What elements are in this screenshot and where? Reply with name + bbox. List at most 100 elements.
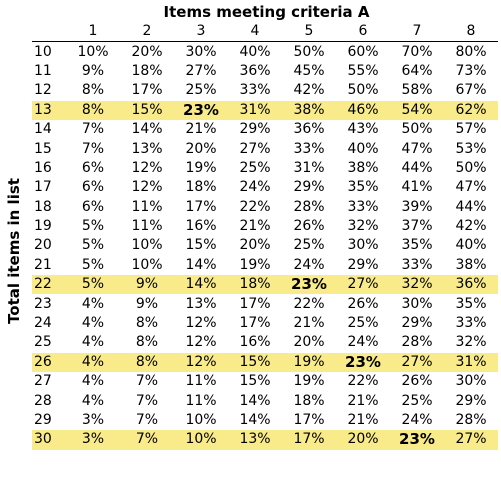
table-cell: 15% — [185, 237, 217, 254]
row-header: 24 — [34, 315, 52, 332]
column-header: 1 — [66, 22, 120, 43]
table-cell: 39% — [401, 198, 433, 215]
table-cell: 27% — [390, 352, 444, 373]
table-cell: 30% — [455, 373, 487, 390]
table-cell: 38% — [347, 159, 379, 176]
table-cell: 21% — [185, 121, 217, 138]
table-cell: 32% — [455, 334, 487, 351]
column-header: 7 — [390, 22, 444, 43]
table-cell: 31% — [228, 100, 282, 120]
table-cell: 8% — [135, 334, 159, 351]
table-cell: 11% — [131, 198, 163, 215]
table-body: 10 10% 20% 30% 40% 50% 60% 70% 80% 11 9% 18% 27% 36% 4… — [32, 42, 498, 450]
table-cell: 46% — [336, 100, 390, 120]
table-cell: 12% — [174, 352, 228, 373]
table-cell: 17% — [239, 295, 271, 312]
table-cell: 50% — [293, 43, 325, 60]
table-cell: 23% — [174, 100, 228, 120]
row-header: 29 — [34, 412, 52, 428]
table-cell: 16% — [185, 218, 217, 235]
table-row: 25 4% 8% 12% 16% 20% 24% 28% 32% — [32, 333, 498, 352]
row-header: 25 — [34, 334, 52, 351]
column-header: 3 — [174, 22, 228, 43]
row-header: 28 — [34, 392, 52, 409]
table-cell: 19% — [282, 352, 336, 373]
table-row: 16 6% 12% 19% 25% 31% 38% 44% 50% — [32, 159, 498, 178]
table-cell: 27% — [239, 140, 271, 157]
table-cell: 6% — [81, 179, 105, 196]
row-header: 30 — [32, 430, 66, 450]
table-cell: 36% — [239, 62, 271, 79]
table-cell: 10% — [185, 412, 217, 428]
table-cell: 11% — [185, 373, 217, 390]
table-cell: 4% — [81, 295, 105, 312]
table-cell: 18% — [131, 62, 163, 79]
table-cell: 10% — [174, 430, 228, 450]
table-row: 12 8% 17% 25% 33% 42% 50% 58% 67% — [32, 81, 498, 100]
table-cell: 20% — [336, 430, 390, 450]
table-cell: 6% — [81, 159, 105, 176]
table-cell: 10% — [77, 43, 109, 60]
table-cell: 20% — [185, 140, 217, 157]
row-header: 27 — [34, 373, 52, 390]
table-cell: 18% — [228, 275, 282, 295]
table-cell: 11% — [185, 392, 217, 409]
table-cell: 15% — [228, 352, 282, 373]
table-cell: 30% — [401, 295, 433, 312]
column-header: 8 — [444, 22, 498, 43]
table-cell: 32% — [390, 275, 444, 295]
table-row: 24 4% 8% 12% 17% 21% 25% 29% 33% — [32, 314, 498, 333]
table-cell: 6% — [81, 198, 105, 215]
table-cell: 36% — [444, 275, 498, 295]
column-header: 5 — [282, 22, 336, 43]
table-cell: 30% — [347, 237, 379, 254]
table-row: 15 7% 13% 20% 27% 33% 40% 47% 53% — [32, 139, 498, 158]
table-cell: 45% — [293, 62, 325, 79]
table-cell: 5% — [81, 218, 105, 235]
row-header: 26 — [32, 352, 66, 373]
row-header: 15 — [34, 140, 52, 157]
table-row: 26 4% 8% 12% 15% 19% 23% 27% 31% — [32, 352, 498, 373]
table-cell: 32% — [347, 218, 379, 235]
table-cell: 30% — [185, 43, 217, 60]
table-cell: 7% — [135, 412, 159, 428]
table-cell: 33% — [455, 315, 487, 332]
table-cell: 12% — [131, 159, 163, 176]
table-cell: 29% — [293, 179, 325, 196]
table-cell: 40% — [239, 43, 271, 60]
table-cell: 29% — [455, 392, 487, 409]
table-cell: 10% — [131, 256, 163, 273]
table-cell: 25% — [347, 315, 379, 332]
table-cell: 5% — [81, 256, 105, 273]
table-cell: 47% — [455, 179, 487, 196]
table-cell: 17% — [282, 430, 336, 450]
table-cell: 50% — [347, 82, 379, 99]
row-header: 11 — [34, 62, 52, 79]
table-cell: 24% — [239, 179, 271, 196]
table-cell: 3% — [66, 430, 120, 450]
table-cell: 58% — [401, 82, 433, 99]
table-cell: 17% — [293, 412, 325, 428]
table-cell: 8% — [120, 352, 174, 373]
column-axis-title: Items meeting criteria A — [163, 3, 370, 21]
table-cell: 47% — [401, 140, 433, 157]
table-cell: 22% — [239, 198, 271, 215]
table-cell: 12% — [131, 179, 163, 196]
table-cell: 3% — [81, 412, 105, 428]
table-cell: 70% — [401, 43, 433, 60]
table-cell: 24% — [401, 412, 433, 428]
table-cell: 17% — [239, 315, 271, 332]
table-row: 18 6% 11% 17% 22% 28% 33% 39% 44% — [32, 198, 498, 217]
table-cell: 21% — [239, 218, 271, 235]
row-axis-title: Total items in list — [5, 177, 23, 324]
table-cell: 11% — [131, 218, 163, 235]
table-cell: 7% — [120, 430, 174, 450]
table-cell: 53% — [455, 140, 487, 157]
table-cell: 9% — [81, 62, 105, 79]
table-cell: 33% — [347, 198, 379, 215]
table-cell: 14% — [239, 392, 271, 409]
table-cell: 67% — [455, 82, 487, 99]
table-cell: 13% — [131, 140, 163, 157]
table-cell: 7% — [135, 373, 159, 390]
table-cell: 4% — [66, 352, 120, 373]
